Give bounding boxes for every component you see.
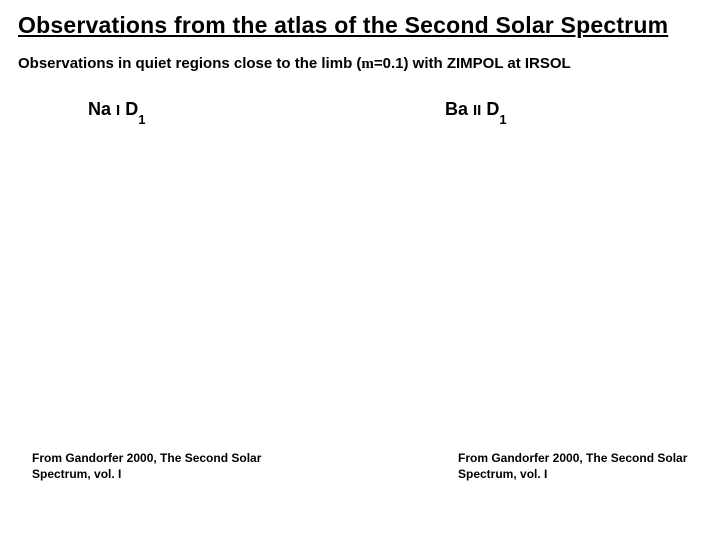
na-d1-label: Na I D1 (88, 99, 345, 123)
mu-symbol: m (361, 56, 374, 72)
ba-line-letter: D (481, 99, 499, 119)
main-title: Observations from the atlas of the Secon… (18, 12, 702, 39)
citations-row: From Gandorfer 2000, The Second Solar Sp… (0, 450, 720, 482)
ba-d1-label: Ba II D1 (445, 99, 702, 123)
right-column: Ba II D1 (345, 99, 702, 123)
left-column: Na I D1 (18, 99, 345, 123)
subtitle-pre: Observations in quiet regions close to t… (18, 55, 361, 72)
ba-element: Ba (445, 99, 473, 119)
na-element: Na (88, 99, 116, 119)
subtitle-post: =0.1) with ZIMPOL at IRSOL (374, 55, 571, 72)
na-line-letter: D (120, 99, 138, 119)
subtitle: Observations in quiet regions close to t… (18, 55, 702, 73)
citation-right: From Gandorfer 2000, The Second Solar Sp… (458, 450, 702, 482)
ba-subscript: 1 (499, 112, 506, 127)
columns-row: Na I D1 Ba II D1 (18, 99, 702, 123)
na-subscript: 1 (138, 112, 145, 127)
slide-container: Observations from the atlas of the Secon… (0, 0, 720, 540)
citation-left: From Gandorfer 2000, The Second Solar Sp… (32, 450, 276, 482)
